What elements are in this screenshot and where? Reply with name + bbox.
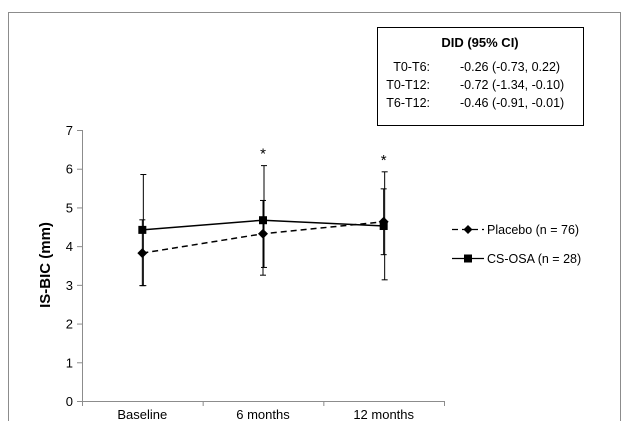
y-tick-label: 6 [66, 162, 73, 177]
data-point [258, 228, 268, 239]
data-point [259, 216, 267, 225]
legend-label-cs-osa: CS-OSA (n = 28) [487, 252, 581, 266]
x-tick-label: Baseline [117, 407, 167, 421]
significance-marker: * [260, 146, 266, 163]
legend: Placebo (n = 76) CS-OSA (n = 28) [452, 223, 581, 266]
legend-item-placebo: Placebo (n = 76) [452, 223, 579, 237]
legend-item-cs-osa: CS-OSA (n = 28) [452, 252, 581, 266]
x-tick-label: 12 months [353, 407, 414, 421]
legend-label-placebo: Placebo (n = 76) [487, 223, 579, 237]
legend-marker-cs-osa [464, 254, 472, 263]
y-tick-label: 5 [66, 200, 73, 215]
data-point [138, 225, 147, 234]
did-row-label: T0-T6: [393, 60, 430, 74]
y-tick-label: 3 [66, 278, 73, 293]
data-point [379, 222, 388, 231]
did-row-label: T0-T12: [386, 78, 430, 92]
y-tick-label: 7 [66, 123, 73, 138]
x-tick-label: 6 months [236, 407, 290, 421]
y-tick-label: 0 [66, 394, 73, 409]
did-row-value: -0.26 (-0.73, 0.22) [460, 60, 560, 74]
y-tick-label: 2 [66, 317, 73, 332]
did-row-value: -0.72 (-1.34, -0.10) [460, 78, 564, 92]
y-axis-label: IS-BIC (mm) [37, 222, 54, 308]
data-point [137, 248, 148, 259]
did-table: DID (95% CI) T0-T6: -0.26 (-0.73, 0.22) … [377, 27, 584, 126]
did-row-value: -0.46 (-0.91, -0.01) [460, 96, 564, 110]
did-table-title: DID (95% CI) [441, 35, 518, 50]
did-table-box [377, 27, 584, 126]
legend-marker-placebo [463, 225, 473, 234]
did-row-label: T6-T12: [386, 96, 430, 110]
significance-marker: * [381, 152, 387, 169]
y-tick-label: 4 [66, 239, 73, 254]
y-tick-label: 1 [66, 355, 73, 370]
